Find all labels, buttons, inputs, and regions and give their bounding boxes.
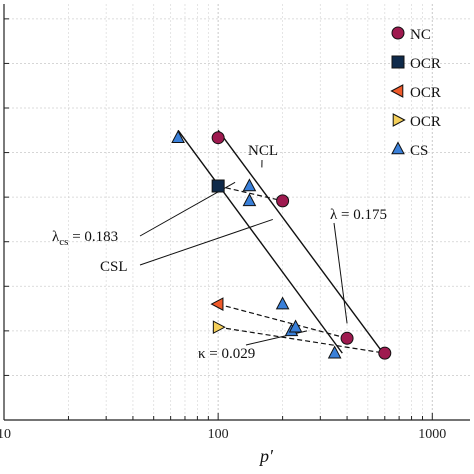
line-unload-2 <box>217 303 348 339</box>
legend-marker-0 <box>391 26 405 40</box>
legend-label-ocr-square: OCR <box>410 56 441 72</box>
legend-label-cs: CS <box>410 143 428 159</box>
point-triangle-up-4 <box>242 178 257 192</box>
legend-label-nc: NC <box>410 27 431 43</box>
fit-lines <box>177 129 386 356</box>
point-triangle-up-4 <box>288 319 303 333</box>
point-triangle-up-4 <box>275 296 290 310</box>
point-triangle-right-3 <box>212 320 226 334</box>
line-unload-3 <box>218 326 385 354</box>
point-circle-0 <box>211 131 225 145</box>
annotation-csl: CSL <box>100 259 128 275</box>
point-circle-0 <box>378 346 392 360</box>
legend-label-ocr-left: OCR <box>410 85 441 101</box>
line-NCL <box>217 129 386 356</box>
legend-marker-4 <box>391 141 405 155</box>
x-tick-label: 1000 <box>418 427 446 442</box>
leader-kappa <box>245 330 308 346</box>
point-triangle-up-4 <box>171 130 185 144</box>
legend-markers <box>390 26 406 155</box>
line-unload-1 <box>218 185 283 202</box>
annotation-lambda: λ = 0.175 <box>330 207 387 223</box>
point-square-1 <box>211 179 225 193</box>
x-tick-label: 100 <box>208 427 229 442</box>
lambda-cs-subscript: cs <box>59 236 68 248</box>
leader-lambda <box>333 222 348 324</box>
legend-marker-3 <box>392 113 406 127</box>
point-triangle-up-4 <box>242 193 257 207</box>
point-circle-0 <box>340 331 354 345</box>
leader-csl <box>139 218 273 266</box>
legend-marker-2 <box>390 84 404 98</box>
point-circle-0 <box>276 194 290 208</box>
annotation-lambda-cs: λcs = 0.183 <box>52 229 118 248</box>
annotation-ncl: NCL <box>248 143 278 159</box>
lambda-cs-value: = 0.183 <box>68 229 118 245</box>
point-triangle-left-2 <box>210 297 224 311</box>
lambda-cs-symbol: λ <box>52 229 60 245</box>
tick-labels: 10 100 1000 <box>0 427 446 442</box>
x-tick-label: 10 <box>0 427 11 442</box>
x-axis-label: p′ <box>258 446 274 466</box>
legend-label-ocr-right: OCR <box>410 114 441 130</box>
point-triangle-up-4 <box>327 345 342 359</box>
data-points <box>171 130 392 360</box>
legend-marker-1 <box>391 55 405 69</box>
legend: NC OCR OCR OCR CS <box>390 26 441 159</box>
line-CSL <box>177 129 343 354</box>
axes <box>3 4 470 421</box>
annotation-kappa: κ = 0.029 <box>198 346 255 362</box>
